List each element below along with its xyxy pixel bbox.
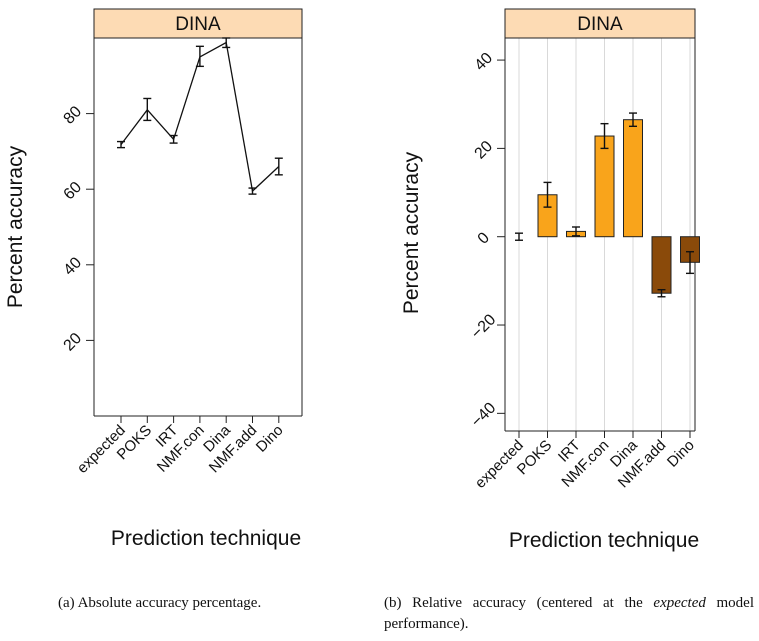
error-bar-NMF.add [657,288,666,298]
error-bar-POKS [143,97,152,122]
caption-b-emphasis: expected [653,595,706,611]
y-tick-label: 20 [472,138,497,163]
error-bar-POKS [543,181,552,208]
error-bar-IRT [572,226,580,237]
bar-NMF.add [651,236,672,294]
panel-title: DINA [175,14,221,35]
y-tick-label: −20 [468,311,499,342]
error-bar-Dina [222,37,231,49]
error-bar-Dino [274,157,283,176]
y-tick-label: 80 [61,103,86,128]
caption-b: (b) Relative accuracy (centered at the e… [384,593,754,635]
x-tick-label: Dino [253,422,287,456]
caption-b-prefix: (b) Relative accuracy (centered at the [384,595,654,611]
error-bar-Dino [686,251,694,275]
y-tick-label: −40 [468,399,499,430]
panel-title: DINA [577,14,623,35]
y-tick-label: 60 [61,179,86,204]
bar-NMF.con [594,135,615,238]
error-bar-expected [117,140,125,149]
strip-header [93,8,303,39]
bar-Dina [623,119,643,238]
caption-b-suffix: model performance). [384,595,754,632]
strip-header [504,8,696,39]
x-tick-label: Dino [664,437,698,471]
error-bar-IRT [169,134,178,144]
error-bar-NMF.add [248,187,257,195]
error-bar-NMF.con [195,45,204,68]
chart-panel-a: DINA20406080expectedPOKSIRTNMF.conDinaNM… [4,8,303,550]
error-bar-expected [515,232,523,241]
y-tick-label: 20 [61,330,86,355]
x-axis-title: Prediction technique [111,527,301,550]
y-tick-label: 40 [61,254,86,279]
error-bar-NMF.con [600,122,609,150]
error-bar-Dina [629,112,637,128]
y-axis-title: Percent accuracy [400,151,423,314]
y-tick-label: 40 [472,50,497,75]
y-tick-label: 0 [475,229,493,247]
x-axis-title: Prediction technique [509,529,699,552]
y-axis-title: Percent accuracy [4,145,27,308]
caption-a: (a) Absolute accuracy percentage. [58,595,262,611]
